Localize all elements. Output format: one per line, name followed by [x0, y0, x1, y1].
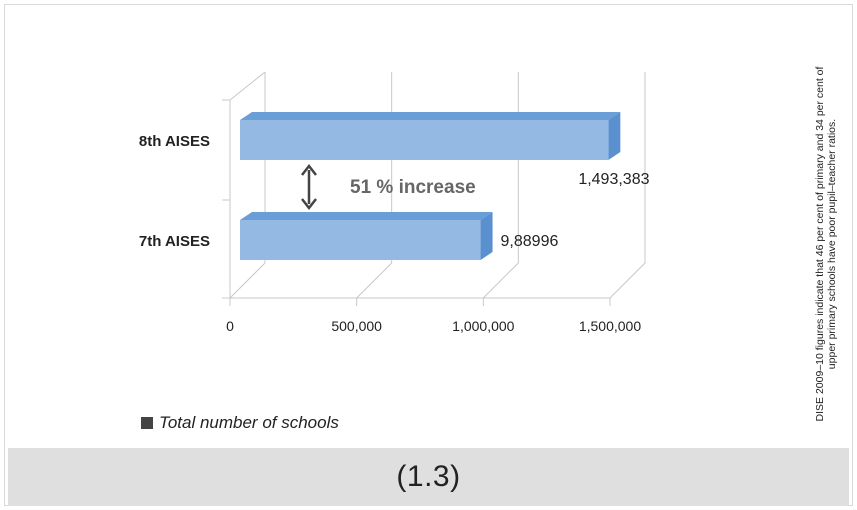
category-label: 8th AISES [139, 133, 210, 150]
x-tick-label: 1,500,000 [579, 318, 641, 334]
chart-bars [240, 112, 621, 260]
figure-number: (1.3) [396, 460, 461, 493]
figure-caption-bar: (1.3) [8, 448, 849, 506]
bar-top-face [240, 212, 493, 220]
bar-side-face [480, 212, 493, 260]
increase-arrow-head-down [301, 198, 317, 211]
bar-chart: 0 500,000 1,000,000 1,500,000 8th AISES 1,493… [139, 71, 650, 334]
x-tick-label: 0 [226, 318, 234, 334]
chart-labels: 0 500,000 1,000,000 1,500,000 8th AISES 1,493… [139, 133, 650, 334]
gridline-floor [482, 262, 519, 299]
legend-label: Total number of schools [159, 413, 339, 432]
y-axis-top-edge [229, 71, 266, 101]
floor-left-edge [229, 262, 266, 299]
legend-swatch [141, 417, 153, 429]
chart-legend: Total number of schools [141, 413, 339, 433]
gridline-floor [609, 262, 646, 299]
chart-grid [222, 71, 646, 306]
data-label: 9,88996 [501, 233, 559, 250]
gridline-floor [356, 262, 393, 299]
category-label: 7th AISES [139, 233, 210, 250]
data-label: 1,493,383 [578, 171, 649, 188]
side-note: DISE 2009–10 figures indicate that 46 pe… [814, 66, 838, 422]
increase-arrow-head-up [301, 163, 317, 176]
bar [240, 220, 481, 260]
x-tick-label: 500,000 [331, 318, 382, 334]
bar [240, 120, 609, 160]
x-tick-label: 1,000,000 [452, 318, 514, 334]
increase-annotation: 51 % increase [350, 177, 476, 198]
bar-top-face [240, 112, 621, 120]
bar-side-face [608, 112, 621, 160]
